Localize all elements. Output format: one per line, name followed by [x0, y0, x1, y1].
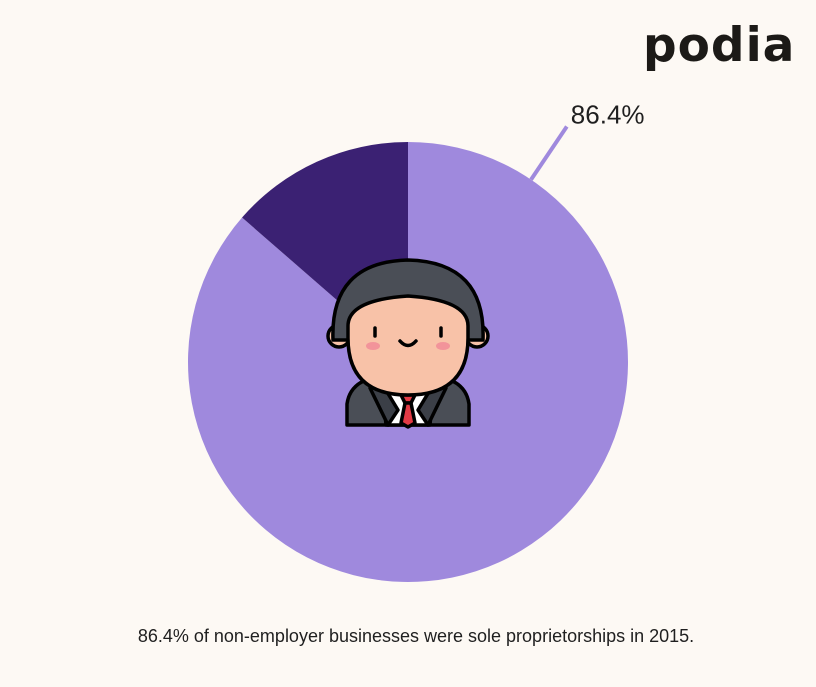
chart-caption: 86.4% of non-employer businesses were so… [137, 626, 695, 646]
leader-line-0 [529, 125, 569, 181]
pie-chart: 86.4% [187, 100, 645, 582]
label-leaders [529, 125, 569, 181]
podia-logo: podia [643, 18, 796, 73]
data-labels: 86.4% [571, 100, 645, 130]
businessman-icon [326, 258, 490, 429]
data-label-0: 86.4% [571, 100, 645, 130]
cheeks [366, 342, 450, 350]
